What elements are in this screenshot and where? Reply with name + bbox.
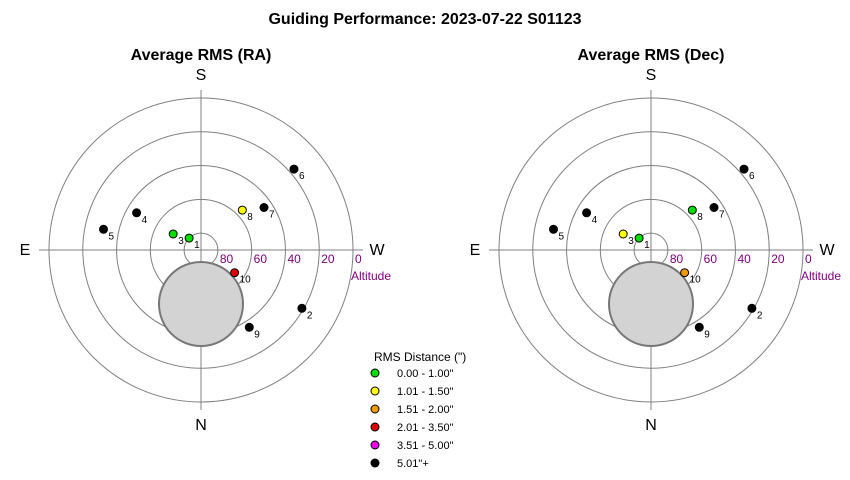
data-point-7	[259, 203, 269, 212]
data-point-1	[634, 233, 644, 243]
altitude-ring-20	[82, 131, 320, 369]
data-point-9	[244, 322, 254, 332]
legend-marker	[370, 458, 380, 468]
altitude-tick-label: 60	[254, 252, 268, 266]
data-point-label: 6	[749, 171, 755, 182]
plot-title: Average RMS (RA)	[131, 47, 272, 64]
horizon-obstruction	[608, 261, 694, 347]
data-point-label: 1	[644, 240, 650, 251]
altitude-tick-label: 20	[321, 252, 335, 266]
legend-title: RMS Distance (")	[374, 350, 466, 364]
data-point-label: 2	[307, 310, 313, 321]
horizon-obstruction	[158, 261, 244, 347]
data-point-4	[132, 208, 142, 218]
data-point-6	[739, 164, 749, 174]
legend-marker	[370, 386, 380, 396]
compass-label-west: W	[819, 242, 835, 259]
legend-marker	[370, 368, 380, 378]
data-point-label: 3	[178, 236, 184, 247]
data-point-8	[687, 205, 697, 215]
data-point-label: 4	[592, 215, 598, 226]
altitude-axis-label: Altitude	[801, 269, 841, 283]
data-point-5	[99, 224, 108, 234]
data-point-3	[618, 229, 628, 239]
data-point-2	[747, 303, 757, 313]
polar-plot-dec: Average RMS (Dec) S N E W 80 60 40 20 0 Altitude 1 2…	[470, 47, 842, 434]
data-point-label: 7	[269, 210, 275, 221]
data-point-7	[709, 203, 719, 212]
altitude-tick-label: 60	[704, 252, 718, 266]
altitude-ring-0	[498, 97, 804, 403]
altitude-tick-label: 80	[670, 252, 684, 266]
data-point-5	[549, 224, 558, 234]
polar-plot-ra: Average RMS (RA) S N E W 80 60 40 20 0 Altitude 1 2 3…	[20, 47, 392, 434]
legend-item-label: 2.01 - 3.50"	[397, 422, 454, 434]
data-point-label: 9	[704, 329, 710, 340]
compass-label-east: E	[470, 242, 481, 259]
altitude-tick-label: 0	[355, 252, 362, 266]
data-point-4	[582, 208, 592, 218]
data-point-9	[694, 322, 704, 332]
compass-label-east: E	[20, 242, 31, 259]
altitude-tick-label: 0	[805, 252, 812, 266]
compass-label-south: S	[196, 67, 207, 84]
altitude-ring-20	[532, 131, 770, 369]
data-point-1	[184, 233, 194, 243]
data-point-label: 3	[628, 236, 634, 247]
plot-title: Average RMS (Dec)	[577, 47, 724, 64]
altitude-ring-0	[48, 97, 354, 403]
data-point-3	[168, 229, 178, 239]
compass-label-north: N	[645, 417, 657, 434]
data-point-label: 6	[299, 171, 305, 182]
legend-item-label: 0.00 - 1.00"	[397, 368, 454, 380]
data-point-label: 10	[240, 275, 252, 286]
altitude-tick-label: 40	[287, 252, 301, 266]
data-point-label: 4	[142, 215, 148, 226]
data-point-label: 5	[559, 231, 565, 242]
legend-item-label: 1.51 - 2.00"	[397, 404, 454, 416]
legend-item-label: 1.01 - 1.50"	[397, 386, 454, 398]
data-point-label: 7	[719, 210, 725, 221]
compass-label-west: W	[369, 242, 385, 259]
compass-label-south: S	[646, 67, 657, 84]
legend-marker	[370, 422, 380, 432]
legend-item-label: 3.51 - 5.00"	[397, 440, 454, 452]
data-point-label: 2	[757, 310, 763, 321]
data-point-label: 9	[254, 329, 260, 340]
data-point-10	[680, 268, 690, 278]
data-point-label: 8	[697, 212, 703, 223]
legend: RMS Distance (") 0.00 - 1.00" 1.01 - 1.50…	[370, 350, 466, 470]
compass-label-north: N	[195, 417, 207, 434]
legend-marker	[370, 440, 380, 450]
data-point-2	[297, 303, 307, 313]
altitude-tick-label: 20	[771, 252, 785, 266]
data-point-8	[237, 205, 247, 215]
altitude-axis-label: Altitude	[351, 269, 391, 283]
data-point-label: 8	[247, 212, 253, 223]
data-point-label: 1	[194, 240, 200, 251]
figure-title: Guiding Performance: 2023-07-22 S01123	[268, 11, 581, 28]
legend-marker	[370, 404, 380, 414]
data-point-label: 5	[109, 231, 115, 242]
legend-item-label: 5.01"+	[397, 458, 429, 470]
data-point-6	[289, 164, 299, 174]
data-point-10	[230, 268, 240, 278]
data-point-label: 10	[690, 275, 702, 286]
altitude-tick-label: 80	[220, 252, 234, 266]
altitude-tick-label: 40	[737, 252, 751, 266]
